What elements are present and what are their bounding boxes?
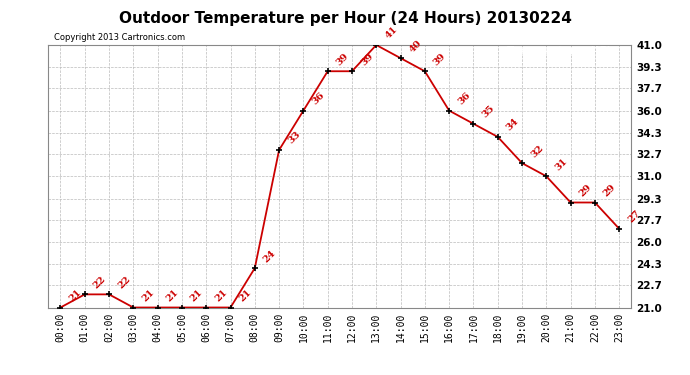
Text: 31: 31 [553,156,569,172]
Text: 21: 21 [68,288,83,303]
Text: Temperature  (°F): Temperature (°F) [506,46,611,56]
Text: 33: 33 [286,130,302,146]
Text: 21: 21 [140,288,156,303]
Text: 32: 32 [529,143,545,159]
Text: 41: 41 [383,25,399,41]
Text: 39: 39 [335,51,351,67]
Text: 21: 21 [189,288,205,303]
Text: 29: 29 [602,182,618,198]
Text: 40: 40 [408,38,424,54]
Text: 22: 22 [92,274,108,290]
Text: 36: 36 [456,90,472,106]
Text: 24: 24 [262,248,277,264]
Text: 39: 39 [432,51,448,67]
Text: Outdoor Temperature per Hour (24 Hours) 20130224: Outdoor Temperature per Hour (24 Hours) … [119,11,571,26]
Text: 29: 29 [578,182,593,198]
Text: 27: 27 [626,209,642,225]
Text: 39: 39 [359,51,375,67]
Text: Copyright 2013 Cartronics.com: Copyright 2013 Cartronics.com [54,33,185,42]
Text: 21: 21 [237,288,253,303]
Text: 36: 36 [310,90,326,106]
Text: 22: 22 [116,274,132,290]
Text: 21: 21 [213,288,229,303]
Text: 34: 34 [504,117,520,133]
Text: 35: 35 [480,104,496,120]
Text: 21: 21 [165,288,180,303]
